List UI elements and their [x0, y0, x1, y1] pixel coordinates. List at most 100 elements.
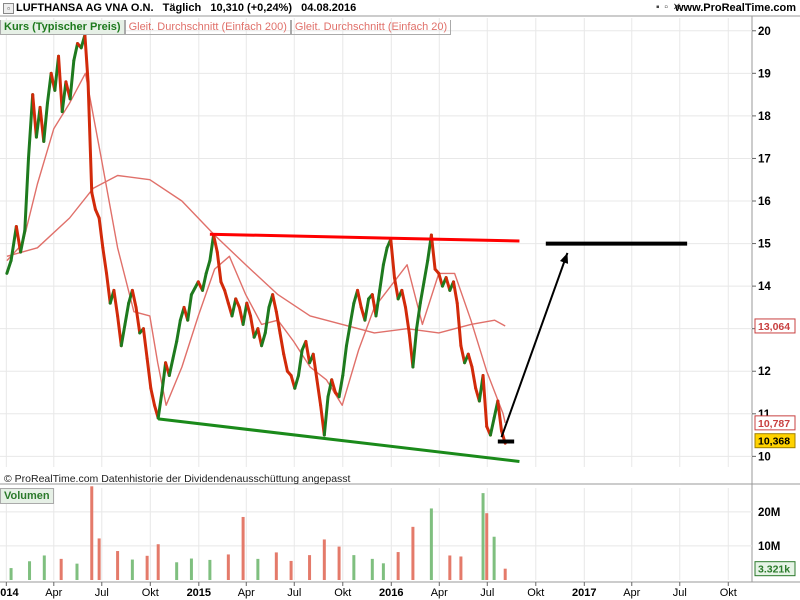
resistance-line [209, 232, 520, 243]
time-tick-label: 2014 [0, 587, 19, 599]
price-segment [105, 271, 112, 305]
legend-price[interactable]: Kurs (Typischer Preis) [0, 20, 125, 35]
chart-header: LUFTHANSA AG VNA O.N. Täglich 10,310 (+0… [16, 2, 356, 14]
price-segment [141, 327, 149, 360]
volume-bar [208, 559, 212, 580]
price-segment [278, 331, 286, 356]
price-segment [57, 54, 64, 114]
price-tick-label: 14 [758, 281, 771, 293]
price-segment [496, 399, 504, 433]
time-tick-label: Jul [95, 587, 109, 599]
price-segment [363, 297, 371, 322]
price-segment [411, 327, 419, 369]
legend-ma20[interactable]: Gleit. Durchschnitt (Einfach 20) [290, 20, 452, 35]
collapse-icon[interactable]: ▫ [3, 3, 14, 14]
volume-tick-label: 10M [758, 541, 780, 553]
target-arrowhead [559, 252, 569, 264]
instrument-name: LUFTHANSA AG VNA O.N. [16, 2, 154, 14]
volume-bar [90, 486, 94, 580]
price-segment [378, 263, 385, 292]
price-segment [470, 365, 478, 390]
time-tick-label: Okt [720, 587, 737, 599]
price-segment [45, 71, 53, 105]
volume-bar [411, 526, 415, 580]
data-credit: © ProRealTime.com Datenhistorie der Divi… [4, 473, 351, 485]
price-segment [145, 356, 153, 390]
price-tick-label: 17 [758, 153, 771, 165]
price-segment [322, 395, 330, 437]
volume-bar [241, 516, 245, 580]
last-price: 10,310 (+0,24%) [210, 2, 292, 14]
volume-legend[interactable]: Volumen [0, 488, 54, 504]
site-label: www.ProRealTime.com [674, 2, 796, 14]
price-segment [215, 250, 223, 284]
volume-bar [459, 556, 463, 580]
price-segment [19, 229, 27, 254]
price-segment [488, 416, 496, 437]
volume-badge-label: 3.321k [758, 564, 790, 576]
time-tick-label: Jul [287, 587, 301, 599]
price-segment [68, 59, 76, 101]
price-segment [26, 93, 35, 160]
ma20-line [6, 72, 506, 424]
price-segment [304, 339, 312, 365]
time-tick-label: 2016 [379, 587, 403, 599]
price-tick-label: 15 [758, 239, 771, 251]
time-tick-label: Jul [673, 587, 687, 599]
price-segment [204, 259, 212, 275]
price-segment [5, 259, 13, 275]
price-segment [134, 305, 142, 335]
badge-ma200 [754, 318, 796, 334]
volume-bar [256, 558, 260, 580]
price-segment [14, 225, 23, 254]
window-controls-icon[interactable]: ▪ ▫ ✕ [656, 2, 683, 13]
volume-bar [175, 562, 179, 580]
time-tick-label: 2015 [187, 587, 211, 599]
badge-label-price: 10,368 [758, 436, 790, 448]
price-tick-label: 19 [758, 68, 771, 80]
price-segment [156, 391, 164, 420]
price-tick-label: 12 [758, 366, 771, 378]
volume-bar [189, 558, 193, 580]
support-line [158, 417, 520, 463]
price-tick-label: 16 [758, 196, 771, 208]
time-tick-label: Apr [431, 587, 448, 599]
ma200-line [6, 174, 506, 334]
volume-bar [274, 552, 278, 580]
price-segment [223, 288, 230, 305]
price-segment [83, 33, 90, 84]
volume-bar [9, 568, 13, 580]
quote-date: 04.08.2016 [301, 2, 357, 14]
volume-bar [156, 544, 160, 580]
volume-bar [370, 558, 374, 580]
price-segment [219, 280, 227, 292]
volume-bar [145, 555, 149, 580]
price-legend: Kurs (Typischer Preis) Gleit. Durchschnit… [0, 20, 452, 36]
price-segment [101, 246, 109, 275]
price-tick-label: 20 [758, 26, 771, 38]
volume-bar [97, 538, 101, 580]
price-segment [245, 301, 252, 318]
price-segment [212, 233, 219, 254]
price-tick-label: 18 [758, 111, 771, 123]
price-segment [90, 190, 97, 212]
price-segment [422, 259, 430, 284]
price-segment [171, 339, 179, 360]
price-segment [93, 208, 101, 220]
price-segment [381, 246, 389, 267]
price-segment [86, 80, 94, 194]
price-segment [452, 280, 459, 305]
volume-bar [322, 539, 326, 580]
legend-ma200[interactable]: Gleit. Durchschnitt (Einfach 200) [124, 20, 291, 35]
price-segment [337, 373, 345, 399]
price-segment [42, 101, 49, 143]
price-segment [356, 288, 363, 309]
volume-bar [308, 555, 312, 580]
price-segment [263, 305, 271, 335]
volume-bar [448, 555, 452, 580]
volume-bar [289, 560, 293, 580]
time-tick-label: Okt [142, 587, 159, 599]
time-tick-label: Jul [480, 587, 494, 599]
price-segment [392, 276, 400, 301]
